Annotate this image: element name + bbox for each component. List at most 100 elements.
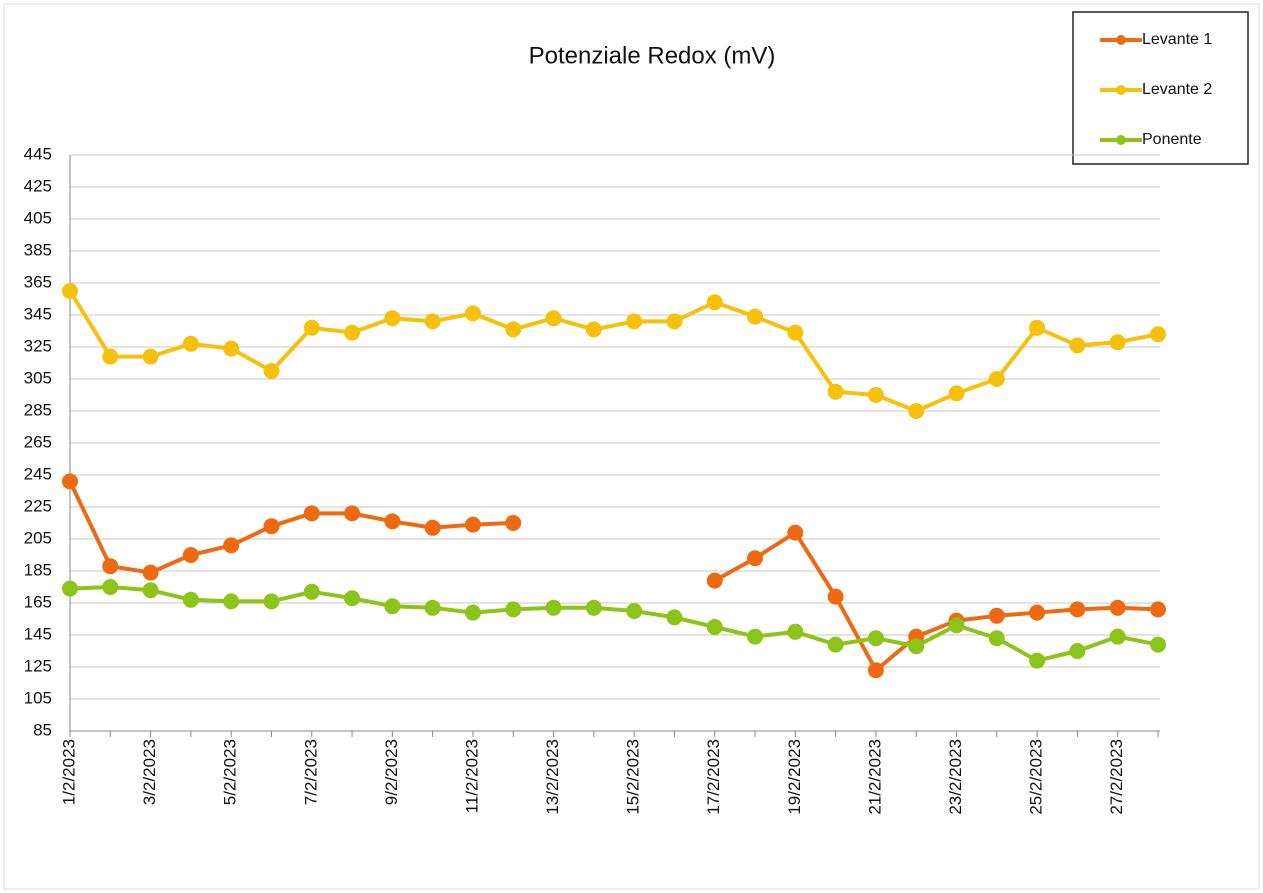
data-point (263, 363, 280, 379)
data-point (223, 593, 240, 610)
data-point (1069, 643, 1086, 659)
x-tick-label: 19/2/2023 (785, 739, 804, 815)
series-line (69, 585, 1159, 663)
data-point (545, 310, 562, 327)
data-point (303, 583, 320, 600)
data-point (1029, 319, 1046, 336)
y-tick-label: 105 (24, 688, 52, 707)
data-point (747, 550, 764, 567)
data-point (223, 537, 240, 554)
y-tick-label: 145 (24, 624, 52, 643)
data-point (464, 516, 481, 533)
data-point (747, 628, 764, 645)
data-point (1149, 636, 1166, 653)
data-point (988, 630, 1005, 647)
data-point (827, 588, 844, 605)
data-point (787, 524, 804, 541)
y-tick-label: 165 (24, 592, 52, 611)
data-point (706, 294, 723, 311)
y-tick-label: 405 (24, 208, 52, 227)
x-tick-label: 1/2/2023 (59, 739, 78, 805)
data-point (1149, 326, 1166, 343)
data-point (263, 593, 280, 610)
data-point (867, 662, 884, 679)
data-point (827, 636, 844, 653)
data-point (827, 383, 844, 400)
y-tick-label: 245 (24, 464, 52, 483)
y-tick-label: 445 (24, 144, 52, 163)
y-tick-label: 125 (24, 656, 52, 675)
data-point (384, 598, 401, 615)
data-point (424, 599, 441, 616)
data-point (1029, 604, 1046, 621)
y-tick-label: 365 (24, 272, 52, 291)
x-tick-label: 3/2/2023 (140, 739, 159, 805)
data-point (102, 558, 119, 575)
data-point (948, 617, 965, 634)
x-tick-label: 9/2/2023 (382, 739, 401, 805)
x-tick-label: 13/2/2023 (543, 739, 562, 815)
data-point (585, 599, 602, 616)
y-tick-label: 425 (24, 176, 52, 195)
data-point (706, 619, 723, 635)
legend-label: Levante 1 (1142, 31, 1212, 48)
data-point (102, 348, 119, 365)
data-point (464, 305, 481, 322)
data-point (142, 564, 159, 581)
data-point (303, 319, 320, 336)
data-point (182, 591, 199, 608)
legend-label: Ponente (1142, 131, 1202, 148)
y-tick-label: 385 (24, 240, 52, 259)
data-point (988, 607, 1005, 624)
chart-frame (3, 3, 1260, 890)
y-tick-label: 345 (24, 304, 52, 323)
data-point (384, 513, 401, 530)
series-line (68, 289, 1159, 413)
x-tick-label: 25/2/2023 (1027, 739, 1046, 815)
chart-title: Potenziale Redox (mV) (529, 42, 776, 69)
data-point (344, 505, 361, 522)
y-tick-label: 305 (24, 368, 52, 387)
data-point (1069, 337, 1086, 354)
y-tick-label: 265 (24, 432, 52, 451)
data-point (142, 582, 159, 599)
data-point (666, 313, 683, 330)
data-point (505, 601, 522, 618)
data-point (1029, 652, 1046, 669)
data-point (626, 313, 643, 330)
data-point (626, 603, 643, 619)
data-point (585, 321, 602, 338)
y-tick-label: 285 (24, 400, 52, 419)
data-point (545, 599, 562, 616)
data-point (1109, 599, 1126, 616)
y-tick-label: 225 (24, 496, 52, 515)
data-point (223, 340, 240, 357)
x-tick-label: 21/2/2023 (865, 739, 884, 815)
data-point (464, 604, 481, 621)
data-point (424, 519, 441, 536)
data-point (505, 321, 522, 338)
data-point (666, 609, 683, 626)
data-point (344, 324, 361, 341)
data-point (102, 579, 119, 595)
data-point (867, 387, 884, 403)
x-tick-label: 7/2/2023 (301, 739, 320, 805)
data-point (908, 403, 925, 419)
x-tick-label: 5/2/2023 (221, 739, 240, 805)
legend-marker (1116, 85, 1126, 95)
data-point (62, 580, 78, 597)
data-point (344, 590, 361, 607)
x-tick-label: 23/2/2023 (946, 739, 965, 815)
data-point (787, 324, 804, 341)
data-point (263, 518, 280, 535)
data-point (384, 310, 401, 327)
legend-marker (1116, 35, 1126, 45)
x-tick-label: 11/2/2023 (462, 739, 481, 813)
data-point (182, 547, 199, 563)
data-point (1109, 628, 1126, 645)
y-tick-label: 185 (24, 560, 52, 579)
data-point (988, 371, 1005, 387)
x-tick-label: 17/2/2023 (704, 739, 723, 815)
y-tick-label: 325 (24, 336, 52, 355)
